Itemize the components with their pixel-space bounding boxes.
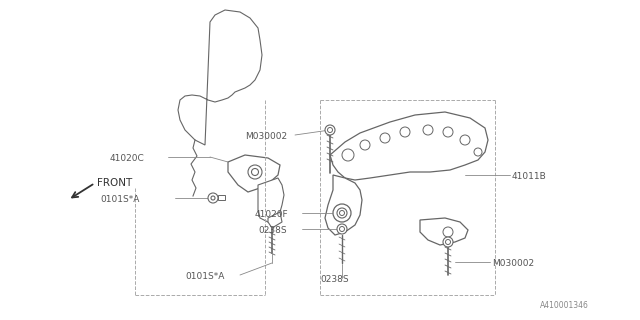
Polygon shape bbox=[330, 112, 488, 180]
Circle shape bbox=[443, 227, 453, 237]
Circle shape bbox=[211, 196, 215, 200]
Text: 41011B: 41011B bbox=[512, 172, 547, 181]
Circle shape bbox=[460, 135, 470, 145]
Circle shape bbox=[328, 127, 333, 132]
Circle shape bbox=[360, 140, 370, 150]
Circle shape bbox=[339, 227, 344, 231]
Circle shape bbox=[333, 204, 351, 222]
Circle shape bbox=[248, 165, 262, 179]
Text: 0101S*A: 0101S*A bbox=[185, 272, 225, 281]
Circle shape bbox=[342, 149, 354, 161]
Text: M030002: M030002 bbox=[245, 132, 287, 141]
Text: A410001346: A410001346 bbox=[540, 301, 589, 310]
Circle shape bbox=[339, 211, 344, 215]
Polygon shape bbox=[178, 10, 262, 145]
Circle shape bbox=[336, 209, 348, 221]
Circle shape bbox=[380, 133, 390, 143]
Circle shape bbox=[339, 212, 345, 218]
Text: 41020F: 41020F bbox=[255, 210, 289, 219]
Circle shape bbox=[400, 127, 410, 137]
Polygon shape bbox=[228, 155, 280, 192]
Circle shape bbox=[423, 125, 433, 135]
Circle shape bbox=[337, 224, 347, 234]
Circle shape bbox=[443, 237, 453, 247]
Circle shape bbox=[208, 193, 218, 203]
Polygon shape bbox=[258, 178, 284, 222]
Bar bbox=[218, 195, 225, 200]
Polygon shape bbox=[268, 212, 282, 228]
Circle shape bbox=[325, 125, 335, 135]
Polygon shape bbox=[325, 175, 362, 235]
Text: 0101S*A: 0101S*A bbox=[100, 195, 140, 204]
Circle shape bbox=[443, 127, 453, 137]
Text: M030002: M030002 bbox=[492, 259, 534, 268]
Circle shape bbox=[252, 169, 259, 175]
Circle shape bbox=[474, 148, 482, 156]
Circle shape bbox=[337, 208, 347, 218]
Text: FRONT: FRONT bbox=[97, 178, 132, 188]
Text: 41020C: 41020C bbox=[110, 154, 145, 163]
Text: 0238S: 0238S bbox=[320, 275, 349, 284]
Circle shape bbox=[445, 239, 451, 244]
Text: 0238S: 0238S bbox=[258, 226, 287, 235]
Polygon shape bbox=[420, 218, 468, 245]
